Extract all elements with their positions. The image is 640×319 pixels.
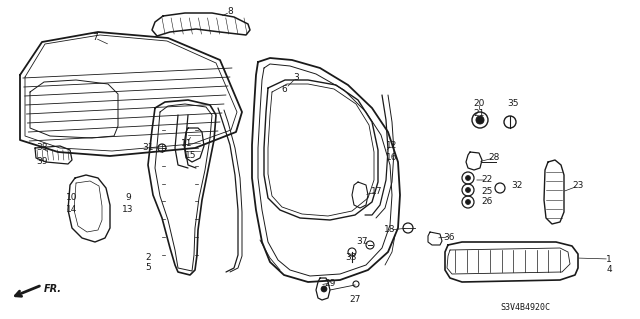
Circle shape	[476, 116, 484, 124]
Text: 10: 10	[67, 194, 77, 203]
Text: 35: 35	[508, 99, 519, 108]
Text: 7: 7	[92, 33, 98, 42]
Text: 13: 13	[122, 204, 134, 213]
Text: 3: 3	[293, 73, 299, 83]
Text: 31: 31	[142, 144, 154, 152]
Text: 16: 16	[387, 152, 397, 161]
Text: 38: 38	[36, 144, 48, 152]
Text: 17: 17	[371, 188, 383, 197]
Text: 12: 12	[387, 140, 397, 150]
Text: 37: 37	[356, 238, 368, 247]
Circle shape	[321, 286, 327, 292]
Text: 33: 33	[345, 254, 356, 263]
Text: 4: 4	[606, 265, 612, 275]
Circle shape	[465, 199, 470, 204]
Text: 39: 39	[36, 158, 48, 167]
Circle shape	[465, 188, 470, 192]
Text: 32: 32	[511, 182, 523, 190]
Text: 22: 22	[481, 175, 493, 184]
Text: 25: 25	[481, 187, 493, 196]
Text: 11: 11	[181, 138, 193, 147]
Text: 26: 26	[481, 197, 493, 206]
Text: 15: 15	[185, 151, 196, 160]
Text: 2: 2	[145, 253, 151, 262]
Circle shape	[465, 175, 470, 181]
Text: FR.: FR.	[44, 284, 62, 294]
Text: 9: 9	[125, 194, 131, 203]
Text: 8: 8	[227, 8, 233, 17]
Text: 18: 18	[384, 226, 396, 234]
Text: 28: 28	[488, 153, 500, 162]
Text: 5: 5	[145, 263, 151, 272]
Text: 36: 36	[444, 233, 455, 241]
Text: 27: 27	[349, 294, 361, 303]
Text: 1: 1	[606, 255, 612, 263]
Text: 6: 6	[281, 85, 287, 94]
Text: S3V4B4920C: S3V4B4920C	[500, 303, 550, 313]
Text: 21: 21	[474, 109, 484, 118]
Text: 14: 14	[67, 204, 77, 213]
Text: 23: 23	[572, 182, 584, 190]
Text: 29: 29	[324, 278, 336, 287]
Text: 20: 20	[474, 99, 484, 108]
